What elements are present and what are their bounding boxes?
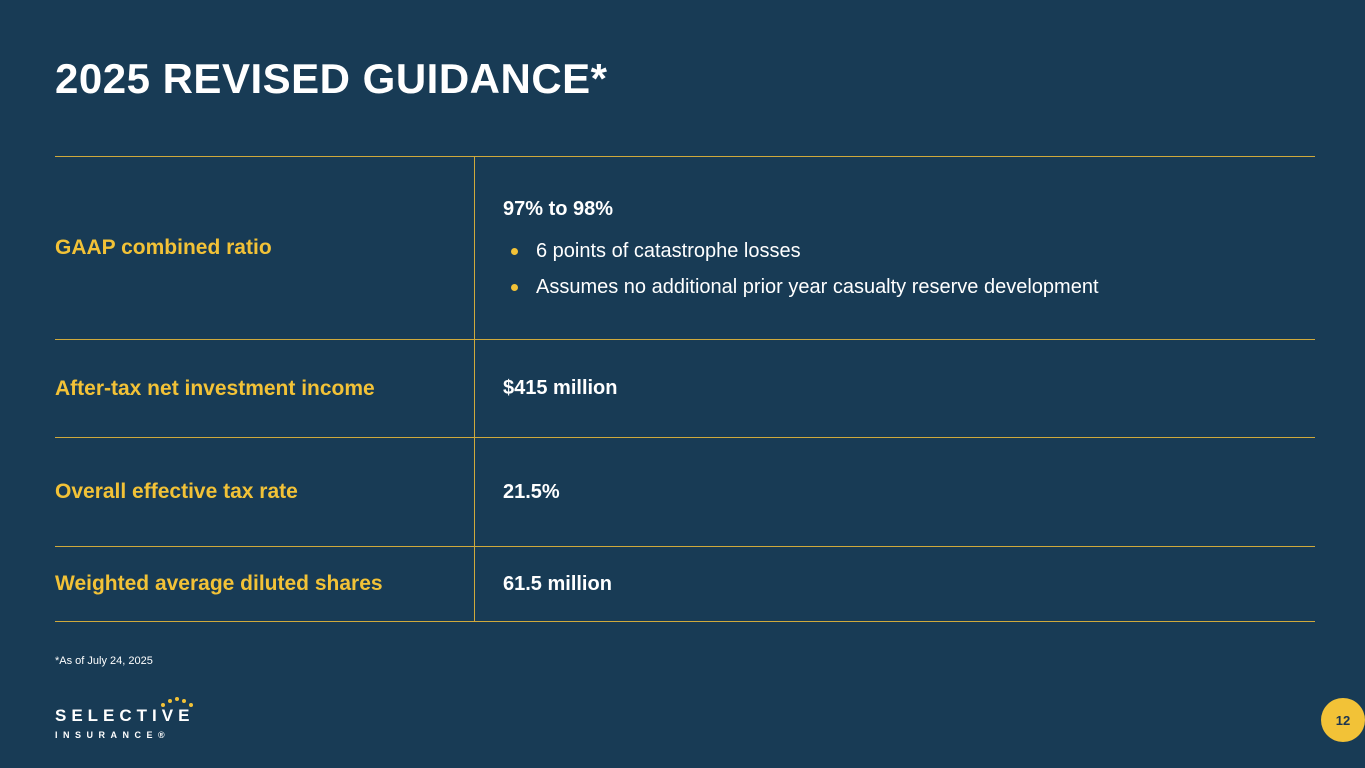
row-value: $415 million: [503, 377, 618, 399]
bullet-icon: [511, 283, 518, 291]
bullet-item: 6 points of catastrophe losses: [511, 240, 1315, 263]
logo-wordmark: SELECTIVE: [55, 706, 195, 725]
bullet-list: 6 points of catastrophe losses Assumes n…: [503, 227, 1315, 299]
table-row: Weighted average diluted shares 61.5 mil…: [55, 547, 1315, 622]
table-row: Overall effective tax rate 21.5%: [55, 438, 1315, 547]
row-value: 97% to 98%: [503, 197, 614, 220]
row-value-cell: 97% to 98% 6 points of catastrophe losse…: [475, 157, 1315, 339]
row-value: 61.5 million: [503, 572, 612, 595]
row-label-gaap-combined-ratio: GAAP combined ratio: [55, 157, 475, 339]
bullet-text: Assumes no additional prior year casualt…: [536, 275, 1099, 298]
page-title: 2025 REVISED GUIDANCE*: [55, 55, 608, 102]
bullet-icon: [511, 247, 518, 255]
row-value: 21.5%: [503, 480, 560, 503]
logo-subtext: INSURANCE®: [55, 730, 171, 740]
bullet-text: 6 points of catastrophe losses: [536, 239, 801, 262]
footnote: *As of July 24, 2025: [55, 655, 153, 667]
row-value-cell: $415 million: [475, 340, 1315, 437]
selective-insurance-logo: SELECTIVE INSURANCE®: [55, 697, 195, 740]
table-row: GAAP combined ratio 97% to 98% 6 points …: [55, 157, 1315, 340]
row-value-cell: 21.5%: [475, 438, 1315, 546]
row-value-cell: 61.5 million: [475, 547, 1315, 621]
row-label-after-tax-net-investment-income: After-tax net investment income: [55, 340, 475, 437]
page-number-badge: 12: [1321, 698, 1365, 742]
bullet-item: Assumes no additional prior year casualt…: [511, 276, 1315, 299]
guidance-table: GAAP combined ratio 97% to 98% 6 points …: [55, 156, 1315, 622]
table-row: After-tax net investment income $415 mil…: [55, 340, 1315, 438]
logo-dots-icon: [161, 697, 195, 707]
row-label-weighted-average-diluted-shares: Weighted average diluted shares: [55, 547, 475, 621]
row-label-overall-effective-tax-rate: Overall effective tax rate: [55, 438, 475, 546]
